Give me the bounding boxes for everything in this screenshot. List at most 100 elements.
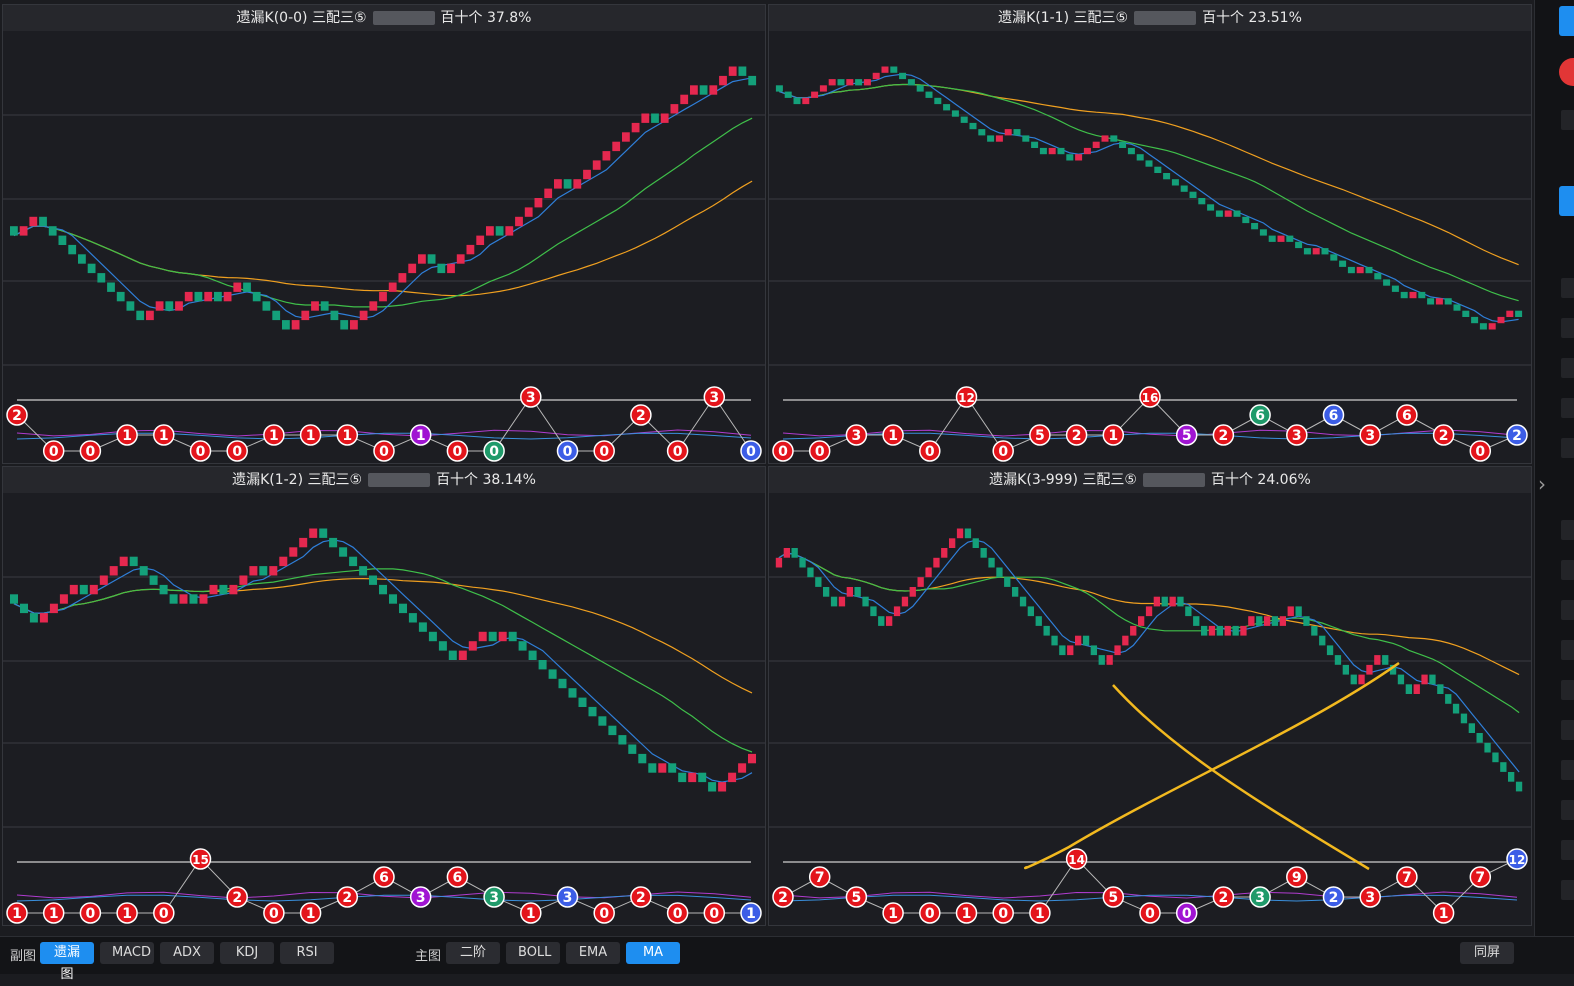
chart-svg-1-2[interactable]: 1 1 0 1 0 15 2 0 1 2 6 3 6 3 1 3 0 2 0 0 1: [3, 467, 765, 925]
omission-marker: 1: [153, 424, 175, 446]
chevron-right-icon[interactable]: ›: [1538, 472, 1546, 496]
candle: [1193, 616, 1200, 626]
omission-marker: 14: [1065, 848, 1088, 870]
chart-svg-1-1[interactable]: 0 0 3 1 0 12 0 5 2 1 16 5 2 6 3 6 3 6 2 0 2: [769, 5, 1531, 463]
sub-tab-rsi[interactable]: RSI: [280, 942, 334, 964]
toolbar-item[interactable]: [1561, 600, 1574, 620]
marker-label: 5: [1035, 428, 1045, 444]
toolbar-item[interactable]: [1561, 318, 1574, 338]
marker-circle: [1029, 902, 1051, 924]
marker-circle: [336, 424, 359, 446]
candle: [165, 301, 174, 311]
toolbar-item[interactable]: [1561, 720, 1574, 740]
omission-marker: 12: [1506, 848, 1528, 870]
marker-circle: [593, 902, 615, 924]
marker-label: 2: [636, 890, 646, 906]
marker-circle: [1469, 866, 1492, 888]
candle: [518, 641, 527, 651]
omission-marker: 0: [79, 440, 102, 462]
toolbar-tab[interactable]: [1559, 6, 1574, 36]
toolbar-item[interactable]: [1561, 278, 1574, 298]
toolbar-item[interactable]: [1561, 800, 1574, 820]
candle: [1122, 635, 1129, 646]
marker-label: 5: [1182, 428, 1192, 444]
toolbar-tab[interactable]: [1559, 186, 1574, 216]
chart-panel-0-0: 遗漏K(0-0) 三配三⑤ 百十个 37.8% 2 0 0 1 1 0 0 1 1 1 0 1 0 0 3 0 0…: [2, 4, 766, 464]
candle: [909, 587, 916, 597]
sub-tab-kdj[interactable]: KDJ: [220, 942, 274, 964]
marker-circle: [882, 902, 904, 924]
candle: [1232, 625, 1239, 636]
candle: [748, 753, 756, 764]
main-tab-ma[interactable]: MA: [626, 942, 680, 964]
alert-badge[interactable]: [1559, 58, 1574, 86]
candle: [1488, 323, 1496, 330]
candle: [1090, 645, 1097, 656]
candle: [1508, 772, 1515, 782]
candle: [1110, 135, 1118, 142]
candle: [641, 113, 650, 123]
panel-title-right: 百十个 24.06%: [1210, 472, 1311, 488]
candle: [1208, 625, 1216, 636]
sub-tab-omission[interactable]: 遗漏图: [40, 942, 94, 982]
candle: [1145, 606, 1153, 617]
candle: [925, 91, 933, 98]
omission-marker: 6: [1322, 404, 1345, 426]
main-tab-second-order[interactable]: 二阶: [446, 942, 500, 964]
omission-marker: 0: [79, 902, 102, 924]
marker-circle: [772, 886, 794, 908]
main-tab-ema[interactable]: EMA: [566, 942, 620, 964]
candle: [79, 584, 88, 595]
candle: [1059, 645, 1066, 656]
marker-circle: [1175, 424, 1198, 446]
marker-label: 0: [379, 444, 389, 460]
toolbar-item[interactable]: [1561, 520, 1574, 540]
candle: [478, 631, 487, 642]
candle: [1082, 635, 1090, 646]
candle: [1382, 655, 1389, 665]
candle: [602, 151, 611, 161]
toolbar-item[interactable]: [1561, 438, 1574, 458]
panel-title-left: 遗漏K(1-2) 三配三⑤: [232, 472, 363, 488]
candle: [1453, 304, 1461, 311]
candle: [1358, 674, 1365, 685]
toolbar-item[interactable]: [1561, 560, 1574, 580]
marker-label: 2: [1439, 428, 1449, 444]
sub-tab-adx[interactable]: ADX: [160, 942, 214, 964]
toolbar-item[interactable]: [1561, 640, 1574, 660]
toolbar-item[interactable]: [1561, 110, 1574, 130]
omission-marker: 7: [808, 866, 831, 888]
chart-svg-0-0[interactable]: 2 0 0 1 1 0 0 1 1 1 0 1 0 0 3 0 0 2 0 3 0: [3, 5, 765, 463]
chart-svg-3-999[interactable]: 2 7 5 1 0 1 0 1 14 5 0 0 2 3 9 2 3 7 1 7 12: [769, 467, 1531, 925]
omission-marker: 1: [882, 902, 904, 924]
main-tab-boll[interactable]: BOLL: [506, 942, 560, 964]
sub-tab-macd[interactable]: MACD: [100, 942, 154, 964]
marker-circle: [1139, 902, 1161, 924]
marker-circle: [1469, 440, 1492, 462]
candle: [68, 244, 77, 255]
candle: [369, 575, 377, 585]
marker-circle: [79, 440, 102, 462]
same-screen-button[interactable]: 同屏: [1460, 942, 1514, 964]
candle: [214, 291, 222, 302]
candle: [1437, 684, 1444, 694]
indicator-line: [782, 432, 1518, 440]
omission-marker: 15: [189, 848, 212, 870]
toolbar-item[interactable]: [1561, 358, 1574, 378]
candle: [299, 537, 308, 548]
marker-circle: [1286, 866, 1308, 888]
omission-marker: 16: [1139, 386, 1161, 408]
candle: [320, 301, 329, 311]
toolbar-item[interactable]: [1561, 398, 1574, 418]
toolbar-item[interactable]: [1561, 840, 1574, 860]
toolbar-item[interactable]: [1561, 760, 1574, 780]
toolbar-item[interactable]: [1561, 880, 1574, 900]
toolbar-item[interactable]: [1561, 680, 1574, 700]
marker-label: 2: [1512, 428, 1522, 444]
candle: [99, 575, 108, 585]
omission-marker: 0: [772, 440, 794, 462]
candle: [688, 772, 697, 783]
omission-marker: 2: [226, 886, 248, 908]
candle: [1216, 625, 1223, 636]
candle: [1233, 210, 1241, 217]
